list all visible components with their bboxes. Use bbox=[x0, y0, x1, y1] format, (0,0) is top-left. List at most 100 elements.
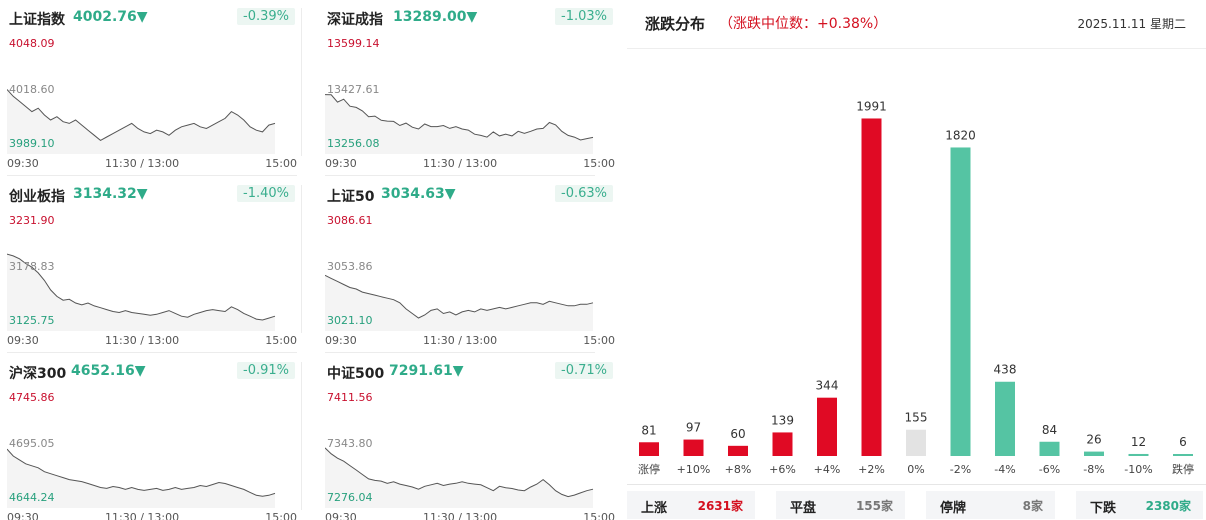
index-price: 7291.61▼ bbox=[389, 363, 464, 379]
index-name: 沪深300 bbox=[9, 366, 67, 382]
distribution-median: （涨跌中位数：+0.38%） bbox=[719, 16, 888, 32]
y-low-label: 3021.10 bbox=[327, 314, 373, 327]
column-divider bbox=[301, 8, 302, 156]
y-high-label: 7411.56 bbox=[327, 391, 373, 404]
intraday-line bbox=[7, 448, 276, 497]
index-price: 13289.00▼ bbox=[393, 9, 478, 25]
bar bbox=[1039, 441, 1060, 456]
x-end-label: 15:00 bbox=[265, 511, 297, 520]
category-label: +8% bbox=[725, 463, 752, 476]
summary-label: 停牌 bbox=[940, 501, 967, 516]
index-name: 创业板指 bbox=[9, 189, 65, 205]
y-low-label: 7276.04 bbox=[327, 491, 373, 504]
summary-label: 平盘 bbox=[790, 501, 817, 516]
index-header: 创业板指 3134.32▼ -1.40% bbox=[7, 184, 297, 208]
index-change-badge: -0.91% bbox=[237, 362, 295, 379]
bar bbox=[772, 432, 793, 456]
bar-value-label: 6 bbox=[1179, 435, 1187, 449]
index-panel-csi500[interactable]: 中证500 7291.61▼ -0.71% 7411.56 7343.80 72… bbox=[325, 361, 615, 520]
index-intraday-chart bbox=[325, 447, 594, 508]
category-label: 0% bbox=[907, 463, 924, 476]
x-start-label: 09:30 bbox=[325, 157, 357, 170]
index-panel-chinext[interactable]: 创业板指 3134.32▼ -1.40% 3231.90 3178.83 312… bbox=[7, 184, 297, 349]
row-divider bbox=[7, 175, 297, 176]
category-label: +2% bbox=[858, 463, 885, 476]
category-label: +6% bbox=[769, 463, 796, 476]
index-panel-sse50[interactable]: 上证50 3034.63▼ -0.63% 3086.61 3053.86 302… bbox=[325, 184, 615, 349]
intraday-area bbox=[325, 94, 593, 154]
intraday-area bbox=[325, 275, 593, 331]
y-high-label: 3086.61 bbox=[327, 214, 373, 227]
bar-value-label: 139 bbox=[771, 413, 794, 427]
category-label: +4% bbox=[814, 463, 841, 476]
y-low-label: 4644.24 bbox=[9, 491, 55, 504]
x-mid-label: 11:30 / 13:00 bbox=[105, 334, 180, 347]
index-price: 3034.63▼ bbox=[381, 186, 456, 202]
summary-up: 上涨 2631家 bbox=[627, 491, 755, 519]
header-divider bbox=[627, 48, 1206, 49]
intraday-line bbox=[325, 94, 594, 141]
y-mid-label: 4695.05 bbox=[9, 437, 55, 450]
row-divider bbox=[325, 175, 595, 176]
y-low-label: 3989.10 bbox=[9, 137, 55, 150]
x-end-label: 15:00 bbox=[265, 157, 297, 170]
index-change-badge: -0.63% bbox=[555, 185, 613, 202]
y-high-label: 3231.90 bbox=[9, 214, 55, 227]
bar-value-label: 155 bbox=[905, 411, 928, 425]
bar bbox=[1084, 451, 1104, 456]
category-label: 涨停 bbox=[638, 462, 660, 476]
category-label: +10% bbox=[677, 463, 711, 476]
category-label: -8% bbox=[1083, 463, 1104, 476]
bar bbox=[861, 118, 882, 457]
row-divider bbox=[7, 352, 297, 353]
index-panel-sz-component[interactable]: 深证成指 13289.00▼ -1.03% 13599.14 13427.61 … bbox=[325, 7, 615, 172]
y-low-label: 3125.75 bbox=[9, 314, 55, 327]
bar bbox=[817, 397, 837, 456]
x-mid-label: 11:30 / 13:00 bbox=[423, 157, 498, 170]
y-high-label: 13599.14 bbox=[327, 37, 380, 50]
summary-label: 下跌 bbox=[1090, 501, 1117, 516]
x-start-label: 09:30 bbox=[7, 334, 39, 347]
y-low-label: 13256.08 bbox=[327, 137, 380, 150]
index-change-badge: -1.40% bbox=[237, 185, 295, 202]
y-mid-label: 4018.60 bbox=[9, 83, 55, 96]
bar-value-label: 84 bbox=[1042, 423, 1057, 437]
column-divider bbox=[301, 362, 302, 510]
summary-flat: 平盘 155家 bbox=[776, 491, 905, 519]
intraday-line bbox=[325, 274, 594, 319]
intraday-area bbox=[7, 254, 275, 331]
x-mid-label: 11:30 / 13:00 bbox=[105, 511, 180, 520]
distribution-title: 涨跌分布 bbox=[645, 15, 706, 33]
index-header: 上证50 3034.63▼ -0.63% bbox=[325, 184, 615, 208]
bar-value-label: 81 bbox=[641, 423, 656, 437]
bar bbox=[906, 429, 926, 456]
index-intraday-chart bbox=[7, 448, 276, 508]
x-mid-label: 11:30 / 13:00 bbox=[105, 157, 180, 170]
y-high-label: 4745.86 bbox=[9, 391, 55, 404]
x-end-label: 15:00 bbox=[583, 334, 615, 347]
x-mid-label: 11:30 / 13:00 bbox=[423, 334, 498, 347]
row-divider bbox=[325, 352, 595, 353]
x-start-label: 09:30 bbox=[7, 157, 39, 170]
column-divider bbox=[301, 185, 302, 333]
index-header: 沪深300 4652.16▼ -0.91% bbox=[7, 361, 297, 385]
index-name: 中证500 bbox=[327, 366, 385, 382]
index-name: 深证成指 bbox=[327, 12, 383, 28]
bar bbox=[950, 147, 971, 456]
category-label: -6% bbox=[1039, 463, 1060, 476]
index-price: 4002.76▼ bbox=[73, 9, 148, 25]
bar-value-label: 438 bbox=[994, 363, 1017, 377]
x-start-label: 09:30 bbox=[325, 511, 357, 520]
distribution-bar-chart: 81 涨停 97 +10% 60 +8% 139 +6% 344 +4% 1991 +2% 155 0% 1… bbox=[638, 99, 1194, 476]
index-intraday-chart bbox=[325, 94, 594, 154]
y-mid-label: 3053.86 bbox=[327, 260, 373, 273]
bar-value-label: 60 bbox=[730, 427, 745, 441]
x-end-label: 15:00 bbox=[265, 334, 297, 347]
index-name: 上证指数 bbox=[9, 12, 65, 28]
bar-value-label: 97 bbox=[686, 421, 701, 435]
bar bbox=[639, 442, 659, 456]
index-panel-csi300[interactable]: 沪深300 4652.16▼ -0.91% 4745.86 4695.05 46… bbox=[7, 361, 297, 520]
index-panel-sh-composite[interactable]: 上证指数 4002.76▼ -0.39% 4048.09 4018.60 398… bbox=[7, 7, 297, 172]
x-mid-label: 11:30 / 13:00 bbox=[423, 511, 498, 520]
